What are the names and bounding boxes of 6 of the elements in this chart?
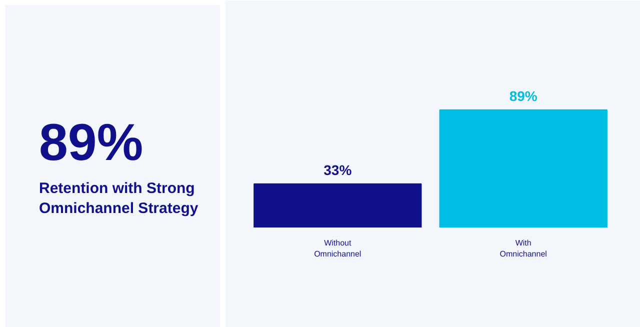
data-label: 89% — [509, 88, 538, 104]
data-label: 33% — [324, 162, 352, 178]
chart-title: 89% — [39, 114, 144, 172]
text: Retention with Strong Omnichannel Strategy — [39, 179, 199, 220]
x-tick-label: With Omnichannel — [500, 238, 548, 258]
x-tick-label: Without Omnichannel — [314, 238, 362, 258]
